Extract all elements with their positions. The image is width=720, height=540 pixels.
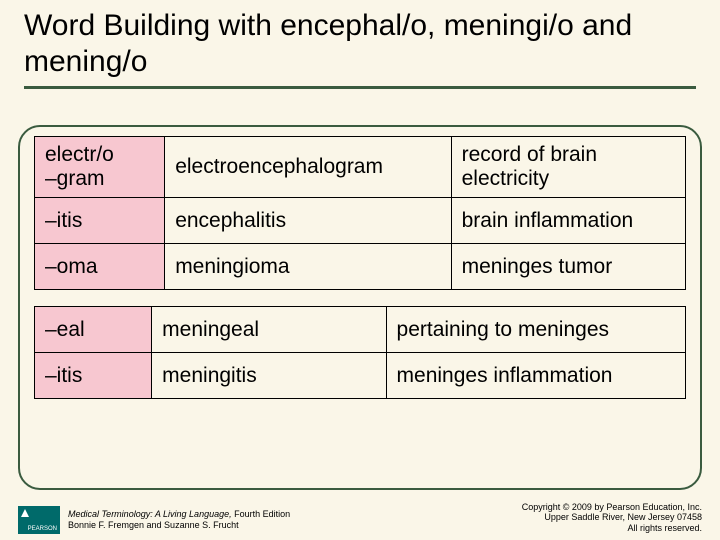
copyright-line: Copyright © 2009 by Pearson Education, I… [522, 502, 702, 513]
table-row: –itis encephalitis brain inflammation [35, 198, 686, 244]
slide-title: Word Building with encephal/o, meningi/o… [24, 8, 696, 80]
table-row: electr/o–gram electroencephalogram recor… [35, 137, 686, 198]
table-row: –eal meningeal pertaining to meninges [35, 307, 686, 353]
pearson-logo: PEARSON [18, 506, 60, 534]
footer-left: PEARSON Medical Terminology: A Living La… [18, 506, 290, 534]
suffix-cell: –itis [35, 353, 152, 399]
address-line: Upper Saddle River, New Jersey 07458 [522, 512, 702, 523]
title-underline [24, 86, 696, 89]
copyright: Copyright © 2009 by Pearson Education, I… [522, 502, 702, 534]
definition-cell: record of brain electricity [451, 137, 685, 198]
suffix-cell: –oma [35, 244, 165, 290]
table-row: –oma meningioma meninges tumor [35, 244, 686, 290]
table-row: –itis meningitis meninges inflammation [35, 353, 686, 399]
word-table-1: electr/o–gram electroencephalogram recor… [34, 136, 686, 290]
term-cell: meningeal [152, 307, 386, 353]
tables-container: electr/o–gram electroencephalogram recor… [34, 136, 686, 415]
suffix-cell: electr/o–gram [35, 137, 165, 198]
definition-cell: meninges tumor [451, 244, 685, 290]
authors: Bonnie F. Fremgen and Suzanne S. Frucht [68, 520, 290, 531]
footer: PEARSON Medical Terminology: A Living La… [18, 502, 702, 534]
book-title: Medical Terminology: A Living Language, [68, 509, 234, 519]
title-area: Word Building with encephal/o, meningi/o… [0, 0, 720, 93]
term-cell: meningitis [152, 353, 386, 399]
suffix-cell: –eal [35, 307, 152, 353]
definition-cell: brain inflammation [451, 198, 685, 244]
term-cell: encephalitis [165, 198, 451, 244]
rights-line: All rights reserved. [522, 523, 702, 534]
definition-cell: meninges inflammation [386, 353, 685, 399]
suffix-cell: –itis [35, 198, 165, 244]
definition-cell: pertaining to meninges [386, 307, 685, 353]
citation: Medical Terminology: A Living Language, … [68, 509, 290, 531]
edition: Fourth Edition [234, 509, 290, 519]
term-cell: meningioma [165, 244, 451, 290]
word-table-2: –eal meningeal pertaining to meninges –i… [34, 306, 686, 399]
term-cell: electroencephalogram [165, 137, 451, 198]
